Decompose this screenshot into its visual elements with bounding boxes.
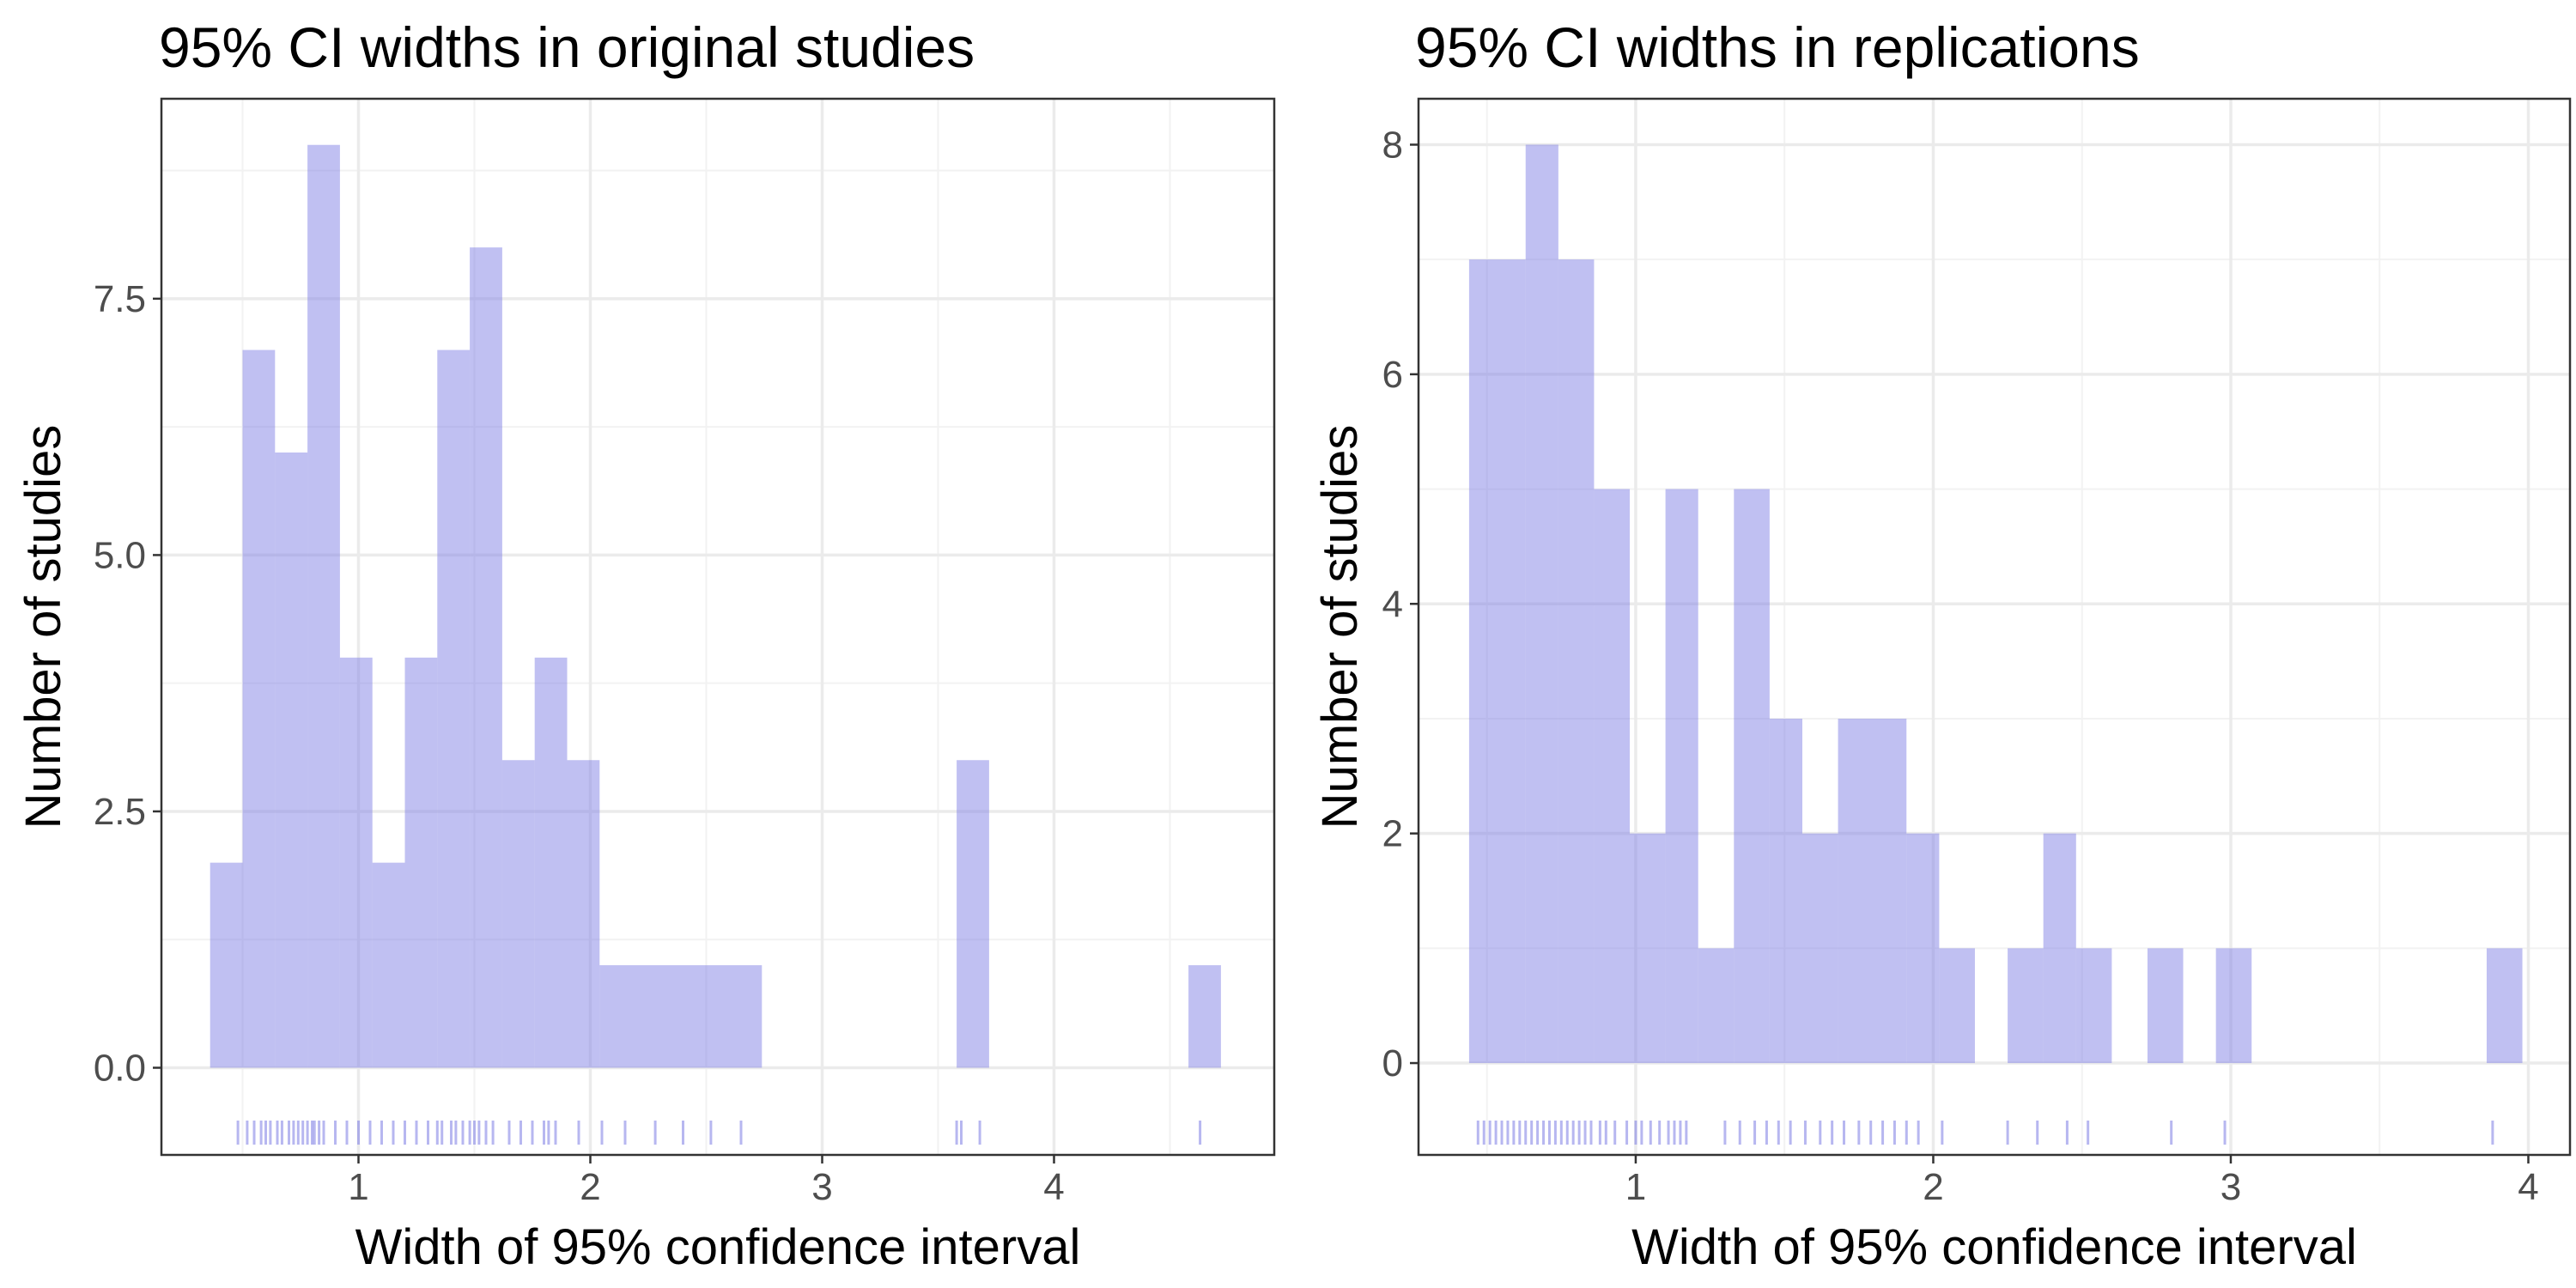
histogram-bar bbox=[1838, 718, 1907, 1064]
x-tick-label: 1 bbox=[1625, 1166, 1646, 1208]
histogram-bar bbox=[1698, 948, 1735, 1064]
histogram-bar bbox=[307, 144, 340, 1068]
plot-border bbox=[1417, 97, 2572, 1157]
histogram-bar bbox=[1802, 833, 1838, 1064]
histogram-bar bbox=[567, 760, 600, 1068]
chart-title: 95% CI widths in replications bbox=[1415, 15, 2140, 79]
y-tick-label: 2 bbox=[1382, 813, 1403, 855]
histogram-bar bbox=[2043, 833, 2076, 1064]
histogram-bar bbox=[2215, 948, 2252, 1064]
panel-original-studies: 1 2 3 4 0.0 2.5 5.0 7.5 95% CI widths in origina… bbox=[15, 15, 1276, 1275]
histogram-bar bbox=[1769, 718, 1802, 1064]
y-tick-label: 0.0 bbox=[94, 1047, 146, 1089]
y-tick-label: 4 bbox=[1382, 583, 1403, 625]
histogram-bar bbox=[275, 452, 308, 1068]
x-axis-label: Width of 95% confidence interval bbox=[355, 1219, 1081, 1275]
x-tick-label: 4 bbox=[1043, 1166, 1064, 1208]
chart-title: 95% CI widths in original studies bbox=[159, 15, 975, 79]
histogram-bar bbox=[242, 349, 276, 1068]
histogram-bar bbox=[1906, 833, 1940, 1064]
histogram-bar bbox=[470, 247, 502, 1068]
y-tick-label: 6 bbox=[1382, 354, 1403, 396]
x-tick-label: 2 bbox=[1923, 1166, 1943, 1208]
histogram-bar bbox=[2075, 948, 2112, 1064]
histogram-bar bbox=[1630, 833, 1666, 1064]
y-tick-label: 2.5 bbox=[94, 791, 146, 833]
histogram-bar bbox=[1468, 259, 1526, 1064]
histogram-bar bbox=[1734, 489, 1770, 1064]
histogram-bar bbox=[2147, 948, 2184, 1064]
histogram-bar bbox=[1939, 948, 1975, 1064]
x-tick-label: 3 bbox=[2221, 1166, 2241, 1208]
histogram-bar bbox=[1525, 144, 1558, 1064]
histogram-bar bbox=[501, 760, 535, 1068]
histogram-bar bbox=[534, 657, 568, 1068]
x-tick-label: 2 bbox=[580, 1166, 600, 1208]
y-axis-label: Number of studies bbox=[15, 425, 71, 829]
histogram-bar bbox=[599, 965, 762, 1068]
y-axis-label: Number of studies bbox=[1312, 425, 1368, 829]
histogram-bar bbox=[210, 862, 243, 1068]
x-tick-label: 3 bbox=[811, 1166, 832, 1208]
y-tick-label: 0 bbox=[1382, 1042, 1403, 1084]
histogram-bar bbox=[2486, 948, 2523, 1064]
x-axis-label: Width of 95% confidence interval bbox=[1631, 1219, 2357, 1275]
histogram-bar bbox=[1665, 489, 1698, 1064]
histogram-bar bbox=[339, 657, 373, 1068]
plot-background bbox=[1419, 99, 2570, 1155]
histogram-bar bbox=[404, 657, 438, 1068]
x-tick-label: 4 bbox=[2518, 1166, 2538, 1208]
histogram-bar bbox=[2008, 948, 2044, 1064]
y-tick-label: 5.0 bbox=[94, 534, 146, 576]
histogram-bar bbox=[1188, 965, 1221, 1068]
x-tick-label: 1 bbox=[348, 1166, 368, 1208]
plot-background bbox=[161, 99, 1274, 1155]
plot-border bbox=[160, 97, 1276, 1157]
histogram-bar bbox=[1594, 489, 1631, 1064]
histogram-bar bbox=[372, 862, 405, 1068]
y-tick-label: 8 bbox=[1382, 124, 1403, 166]
histogram-bar bbox=[1558, 259, 1595, 1064]
panel-replications: 1 2 3 4 0 2 4 6 8 95% CI widths in replications Wi… bbox=[1312, 15, 2572, 1275]
y-tick-label: 7.5 bbox=[94, 278, 146, 320]
histogram-bar bbox=[437, 349, 471, 1068]
histogram-bar bbox=[957, 760, 989, 1068]
